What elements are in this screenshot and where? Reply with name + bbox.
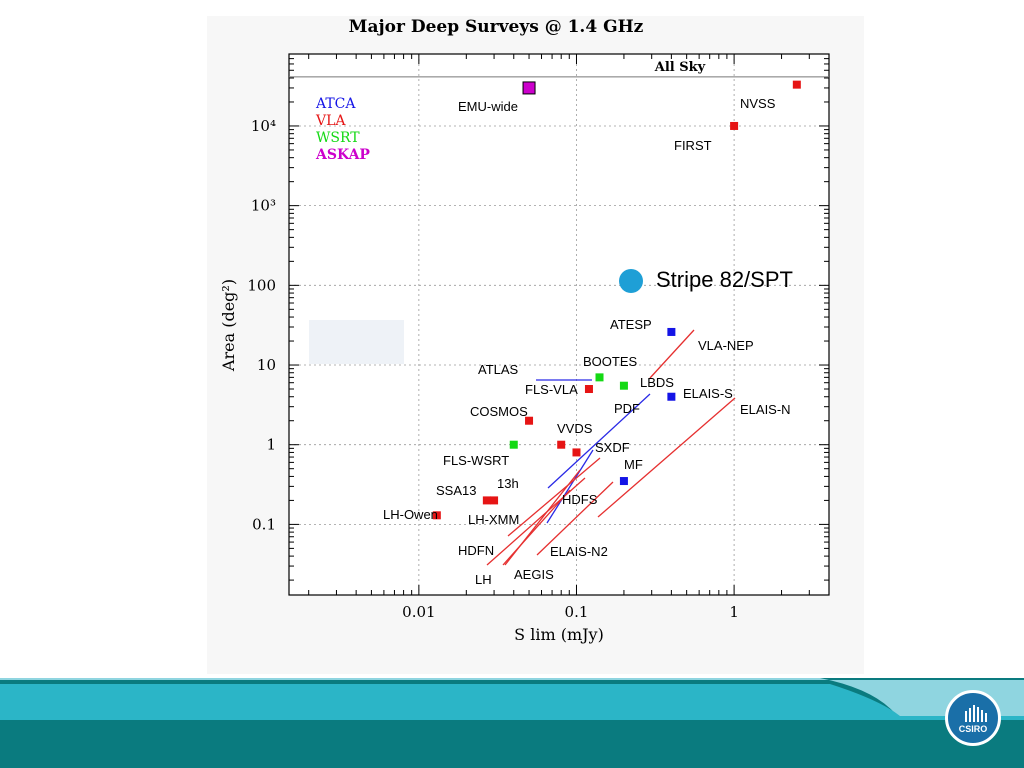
point-label: ATESP xyxy=(610,317,652,332)
legend-entry: ASKAP xyxy=(315,147,370,163)
legend-entry: VLA xyxy=(315,113,346,129)
survey-range-line xyxy=(504,469,581,566)
y-axis-label: Area (deg²) xyxy=(219,279,238,372)
survey-marker xyxy=(557,440,566,449)
line-label: AEGIS xyxy=(514,567,554,582)
survey-marker xyxy=(595,373,604,382)
survey-range-line xyxy=(486,477,586,566)
point-label: NVSS xyxy=(740,96,776,111)
point-label: MF xyxy=(624,457,643,472)
y-tick-label: 10³ xyxy=(251,197,276,215)
point-label: SSA13 xyxy=(436,483,476,498)
point-label: SXDF xyxy=(595,440,630,455)
line-label: ELAIS-N xyxy=(740,402,791,417)
x-axis-label: S lim (mJy) xyxy=(514,625,604,644)
x-tick-label: 0.01 xyxy=(402,603,435,621)
point-label: FLS-VLA xyxy=(525,382,578,397)
survey-marker xyxy=(572,448,581,457)
survey-marker xyxy=(619,381,628,390)
line-label: HDFS xyxy=(562,492,598,507)
survey-marker xyxy=(432,511,441,520)
y-tick-label: 10 xyxy=(257,356,276,374)
survey-marker xyxy=(482,496,491,505)
survey-marker xyxy=(730,121,739,130)
point-label: 13h xyxy=(497,476,519,491)
point-label: PDF xyxy=(614,401,640,416)
survey-marker xyxy=(525,416,534,425)
csiro-logo: CSIRO xyxy=(945,690,1001,746)
stripe-82-label: Stripe 82/SPT xyxy=(656,267,793,292)
y-tick-label: 10⁴ xyxy=(251,117,276,135)
line-label: LBDS xyxy=(640,375,674,390)
csiro-logo-text: CSIRO xyxy=(958,724,988,734)
survey-marker xyxy=(667,392,676,401)
point-label: COSMOS xyxy=(470,404,528,419)
survey-range-line xyxy=(507,457,601,537)
csiro-logo-bars-icon xyxy=(965,705,987,722)
survey-marker xyxy=(792,80,801,89)
survey-range-line xyxy=(546,449,594,524)
legend-entry: WSRT xyxy=(316,130,360,146)
survey-marker xyxy=(667,327,676,336)
point-label: ELAIS-S xyxy=(683,386,733,401)
point-label: FIRST xyxy=(674,138,712,153)
line-label: LH-XMM xyxy=(468,512,519,527)
footer-stripe xyxy=(0,684,1024,720)
line-label: LH xyxy=(475,572,492,587)
x-tick-label: 0.1 xyxy=(565,603,589,621)
survey-range-line xyxy=(536,481,614,556)
survey-range-line xyxy=(649,329,695,379)
line-label: ATLAS xyxy=(478,362,519,377)
chart-title: Major Deep Surveys @ 1.4 GHz xyxy=(349,17,644,37)
point-label: FLS-WSRT xyxy=(443,453,509,468)
survey-marker xyxy=(509,440,518,449)
point-label: EMU-wide xyxy=(458,99,518,114)
survey-marker xyxy=(619,477,628,486)
x-tick-label: 1 xyxy=(729,603,739,621)
survey-range-line xyxy=(547,393,651,489)
y-tick-label: 1 xyxy=(266,436,276,454)
line-label: HDFN xyxy=(458,543,494,558)
survey-marker xyxy=(522,81,536,95)
survey-range-line xyxy=(597,397,736,518)
survey-marker xyxy=(490,496,499,505)
overlay-patch xyxy=(309,320,404,364)
y-tick-label: 100 xyxy=(247,276,276,294)
point-label: LH-Owen xyxy=(383,507,438,522)
survey-marker xyxy=(584,385,593,394)
line-label: ELAIS-N2 xyxy=(550,544,608,559)
point-label: VVDS xyxy=(557,421,593,436)
line-label: VLA-NEP xyxy=(698,338,754,353)
point-label: BOOTES xyxy=(583,354,638,369)
stripe-82-marker xyxy=(619,269,643,293)
y-tick-label: 0.1 xyxy=(252,515,276,533)
all-sky-label: All Sky xyxy=(654,60,706,75)
legend-entry: ATCA xyxy=(315,96,356,112)
footer-highlight xyxy=(0,678,1024,720)
